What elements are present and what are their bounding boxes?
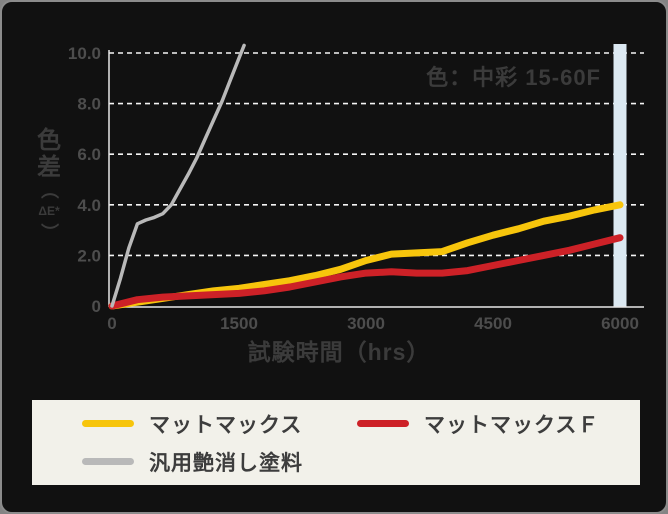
series-line-generic-matte-paint	[110, 43, 246, 308]
legend-item-mattmax: マットマックス	[82, 409, 357, 439]
y-axis-title-char: 色	[37, 126, 61, 154]
legend-row-1: マットマックス マットマックスＦ	[82, 409, 640, 439]
legend-item-mattmax-f: マットマックスＦ	[357, 409, 599, 439]
x-tick-label-0: 0	[107, 314, 116, 333]
x-tick-label-6000: 6000	[601, 314, 639, 333]
legend-label-mattmax-f: マットマックスＦ	[424, 413, 600, 437]
y-tick-label-0: 0	[92, 297, 101, 316]
legend-item-generic-matte: 汎用艶消し塗料	[82, 447, 357, 477]
legend-swatch-red	[357, 420, 409, 427]
y-tick-label-10.0: 10.0	[68, 44, 101, 63]
legend-swatch-yellow	[82, 420, 134, 427]
legend-swatch-gray	[82, 458, 134, 465]
series-line-mattmax-f	[108, 234, 624, 310]
x-tick-label-4500: 4500	[474, 314, 512, 333]
line-chart: 0 2.0 4.0 6.0 8.0 10.0 0 1500 3000 4500 6000 色：中彩 1…	[37, 43, 644, 365]
y-tick-label-6.0: 6.0	[77, 145, 101, 164]
legend-label-mattmax: マットマックス	[149, 413, 303, 437]
legend-row-2: 汎用艶消し塗料	[82, 447, 640, 477]
annotation-color-name: 色：中彩 15-60F	[426, 65, 601, 90]
x-tick-label-3000: 3000	[347, 314, 385, 333]
legend-label-generic-matte: 汎用艶消し塗料	[149, 451, 303, 475]
x-tick-label-1500: 1500	[220, 314, 258, 333]
x-axis-title: 試験時間（hrs）	[248, 339, 431, 365]
highlight-bar-6000hrs	[613, 44, 627, 307]
y-tick-label-2.0: 2.0	[77, 246, 101, 265]
chart-legend: マットマックス マットマックスＦ 汎用艶消し塗料	[32, 400, 640, 485]
y-axis-title-delta-e: ΔE*	[38, 204, 60, 218]
y-axis-title: 色差（ ΔE* ）	[37, 126, 61, 241]
y-axis-title-paren-close: ）	[39, 223, 59, 241]
y-axis-title-char: 差	[37, 153, 61, 181]
y-tick-label-8.0: 8.0	[77, 95, 101, 114]
y-axis-title-paren-open: （	[39, 181, 59, 199]
y-tick-label-4.0: 4.0	[77, 196, 101, 215]
